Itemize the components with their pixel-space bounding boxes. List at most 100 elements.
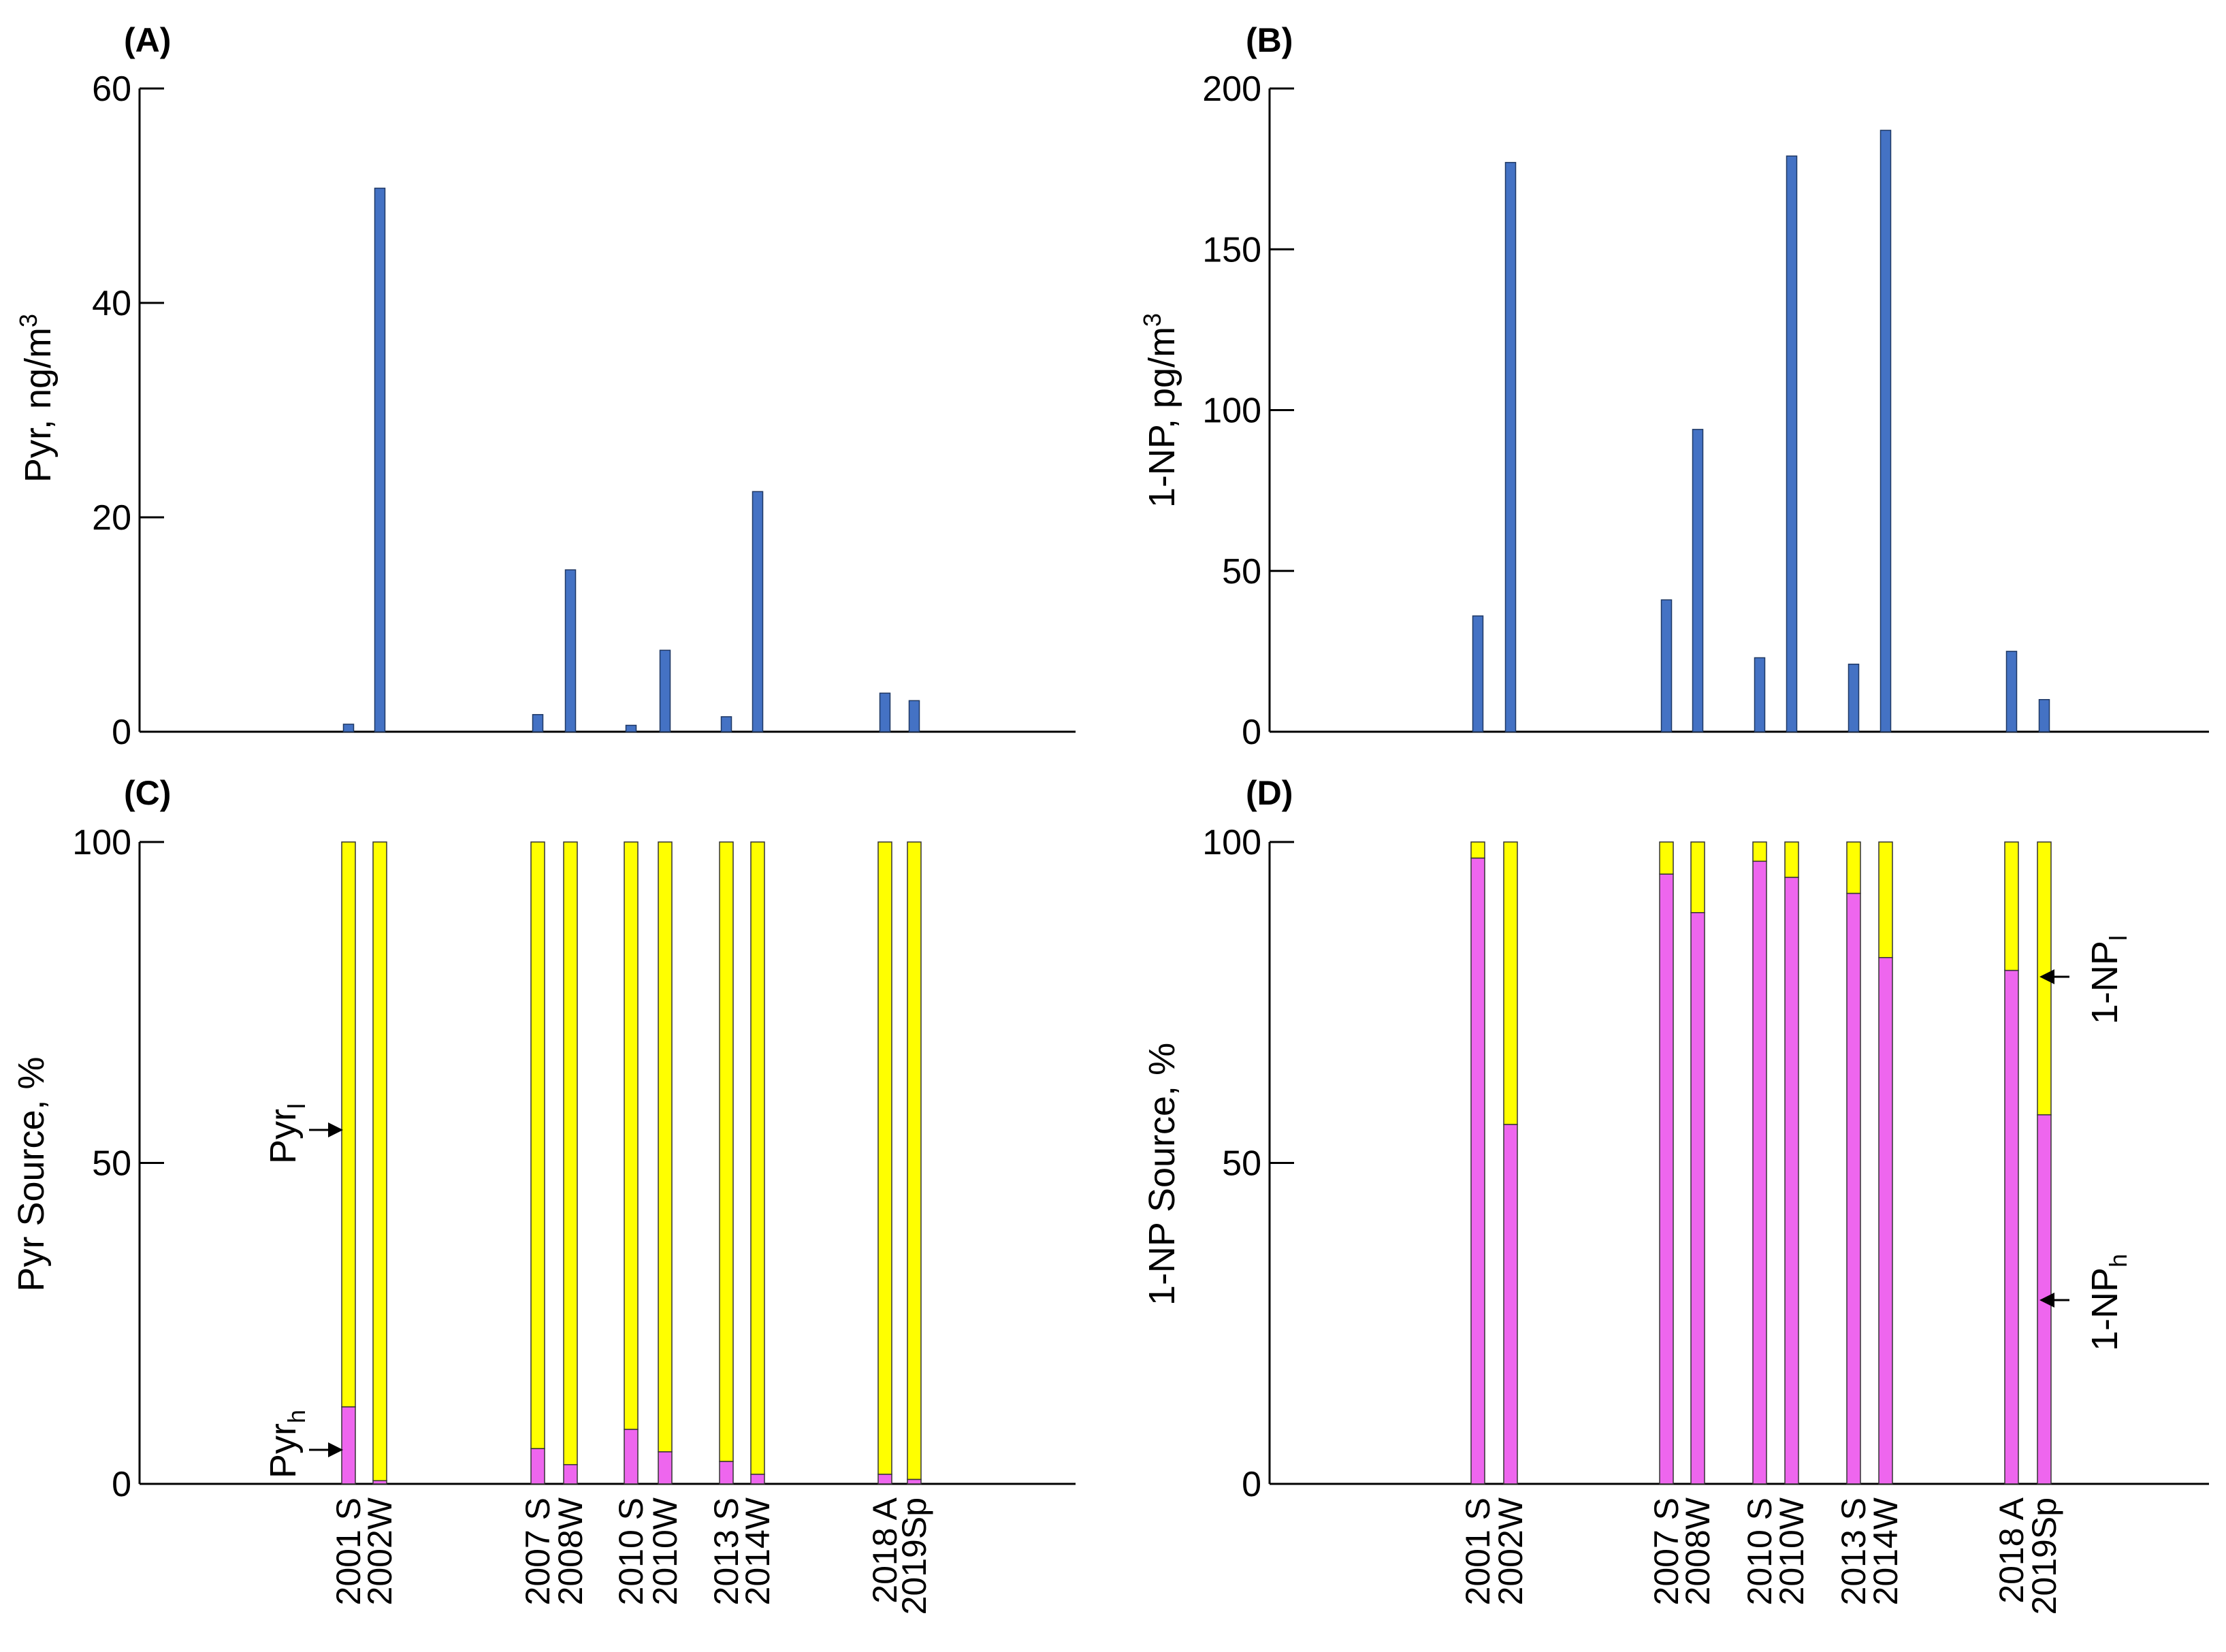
bar <box>1504 161 1517 732</box>
stacked-bar-segment <box>1659 873 1674 1485</box>
x-category-label: 2008W <box>1679 1497 1717 1605</box>
stacked-bar-segment <box>563 1463 578 1485</box>
bar <box>532 714 544 732</box>
y-tick-label: 0 <box>112 1465 131 1504</box>
y-tick-label: 150 <box>1202 230 1261 270</box>
bar <box>879 692 891 732</box>
bar <box>374 187 386 732</box>
x-category-label: 2008W <box>551 1497 590 1605</box>
bar <box>720 716 732 732</box>
bar <box>342 724 355 732</box>
x-category-label: 2018 A <box>866 1497 904 1603</box>
x-category-label: 2013 S <box>1835 1497 1873 1605</box>
stacked-bar-segment <box>1846 892 1861 1485</box>
x-category-label: 2002W <box>1491 1497 1530 1605</box>
stacked-bar-segment <box>1878 956 1893 1485</box>
stacked-bar-segment <box>877 1474 892 1485</box>
panel-a-y-axis-label: Pyr, ng/m3 <box>14 314 59 483</box>
bar <box>2038 699 2050 732</box>
stacked-bar-segment <box>341 1406 356 1485</box>
panel-d-y-axis-label: 1-NP Source, % <box>1142 1043 1182 1306</box>
bar <box>1660 599 1673 732</box>
y-tick-label: 50 <box>1222 1144 1261 1184</box>
stacked-bar-segment <box>1752 841 1767 862</box>
stacked-bar-segment <box>563 841 578 1465</box>
bar <box>1692 429 1704 732</box>
y-tick-label: 40 <box>92 284 131 323</box>
stacked-bar-segment <box>530 1448 545 1485</box>
panel-a: (A) Pyr, ng/m3 0 20 40 60 <box>14 21 1076 752</box>
bar <box>564 569 577 732</box>
pyr-h-annotation: Pyrh <box>263 1410 343 1478</box>
np-l-arrow-head <box>2039 969 2054 984</box>
y-tick-label: 50 <box>92 1144 131 1184</box>
y-tick-label: 0 <box>1242 1465 1261 1504</box>
stacked-bar-segment <box>719 1461 734 1485</box>
y-tick-label: 0 <box>1242 713 1261 752</box>
stacked-bar-segment <box>658 841 673 1453</box>
panel-c-y-axis-label: Pyr Source, % <box>11 1056 52 1291</box>
x-category-label: 2014W <box>1867 1497 1905 1605</box>
pyr-h-label: Pyrh <box>263 1410 310 1478</box>
stacked-bar-segment <box>1659 841 1674 875</box>
bar <box>908 700 920 732</box>
stacked-bar-segment <box>1690 841 1705 913</box>
y-tick-label: 100 <box>72 823 131 862</box>
x-category-label: 2018 A <box>1993 1497 2031 1603</box>
y-tick-label: 20 <box>92 498 131 538</box>
np-l-annotation: 1-NPl <box>2039 935 2132 1024</box>
stacked-bar-segment <box>1470 857 1485 1485</box>
np-h-label: 1-NPh <box>2084 1254 2132 1351</box>
stacked-bar-segment <box>530 841 545 1449</box>
stacked-bar-segment <box>877 841 892 1475</box>
stacked-bar-segment <box>1690 911 1705 1485</box>
panel-b-y-axis-label: 1-NP, pg/m3 <box>1138 313 1182 508</box>
stacked-bar-segment <box>750 1474 765 1485</box>
stacked-bar-segment <box>1503 1124 1518 1485</box>
x-category-label: 2010W <box>646 1497 684 1605</box>
panel-d-label: (D) <box>1246 774 1293 812</box>
stacked-bar-segment <box>2004 969 2019 1485</box>
x-category-label: 2010W <box>1773 1497 1811 1605</box>
stacked-bar-segment <box>1878 841 1893 958</box>
stacked-bar-segment <box>341 841 356 1408</box>
stacked-bar-segment <box>750 841 765 1475</box>
stacked-bar-segment <box>658 1451 673 1485</box>
y-tick-label: 50 <box>1222 552 1261 592</box>
stacked-bar-segment <box>1784 841 1799 878</box>
stacked-bar-segment <box>719 841 734 1462</box>
stacked-bar-segment <box>1470 841 1485 859</box>
y-tick-label: 100 <box>1202 391 1261 431</box>
bar <box>1754 657 1766 732</box>
bar <box>1880 129 1892 732</box>
bar <box>2005 651 2018 732</box>
panel-d: (D) 1-NP Source, % 0 50 100 1-NPl 1-NPh <box>1142 774 2209 1504</box>
np-l-label: 1-NPl <box>2084 935 2132 1024</box>
stacked-bar-segment <box>1503 841 1518 1125</box>
panel-b: (B) 1-NP, pg/m3 0 50 100 150 200 <box>1138 21 2209 752</box>
x-category-label: 2014W <box>739 1497 777 1605</box>
np-h-arrow-head <box>2039 1293 2054 1308</box>
stacked-bar-segment <box>2004 841 2019 971</box>
stacked-bar-segment <box>907 841 922 1480</box>
x-category-label: 2001 S <box>329 1497 368 1605</box>
bar <box>752 491 764 732</box>
panel-b-label: (B) <box>1246 21 1293 59</box>
x-category-label: 2007 S <box>519 1497 557 1605</box>
x-category-label: 2001 S <box>1459 1497 1497 1605</box>
x-category-label: 2019Sp <box>2025 1497 2063 1615</box>
stacked-bar-segment <box>624 841 639 1430</box>
stacked-bar-segment <box>624 1429 639 1485</box>
bar <box>1472 615 1484 732</box>
panel-c: (C) Pyr Source, % 0 50 100 Pyrl Pyrh <box>11 774 1076 1504</box>
y-tick-label: 0 <box>112 713 131 752</box>
x-category-label: 2013 S <box>707 1497 745 1605</box>
panel-a-label: (A) <box>124 21 171 59</box>
bar <box>1786 155 1798 732</box>
panel-c-label: (C) <box>124 774 171 812</box>
pyr-l-label: Pyrl <box>263 1103 310 1164</box>
stacked-bar-segment <box>1846 841 1861 894</box>
y-tick-label: 200 <box>1202 69 1261 109</box>
